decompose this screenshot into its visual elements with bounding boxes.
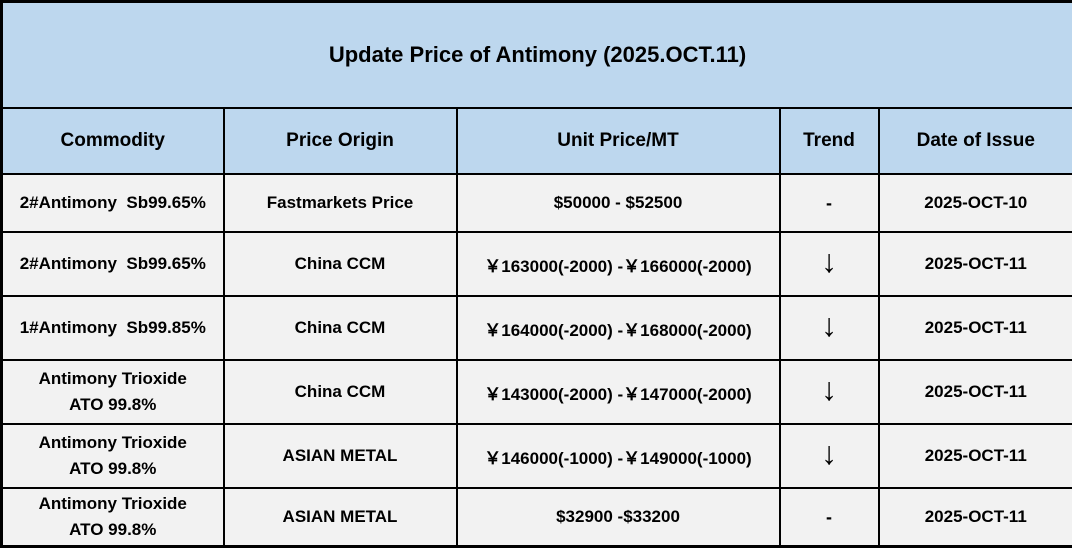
table-row: 2#Antimony Sb99.65% China CCM ￥163000(-2…	[2, 232, 1072, 296]
date-of-issue-cell: 2025-OCT-10	[879, 174, 1072, 232]
date-of-issue-cell: 2025-OCT-11	[879, 296, 1072, 360]
column-header-commodity: Commodity	[2, 108, 224, 174]
price-origin-cell: China CCM	[224, 360, 457, 424]
unit-price-cell: ￥164000(-2000) -￥168000(-2000)	[457, 296, 780, 360]
commodity-cell: 1#Antimony Sb99.85%	[2, 296, 224, 360]
unit-price-cell: ￥146000(-1000) -￥149000(-1000)	[457, 424, 780, 488]
unit-price-cell: ￥163000(-2000) -￥166000(-2000)	[457, 232, 780, 296]
price-origin-cell: China CCM	[224, 232, 457, 296]
price-origin-cell: Fastmarkets Price	[224, 174, 457, 232]
trend-dash: -	[780, 174, 879, 232]
table-header-row: Commodity Price Origin Unit Price/MT Tre…	[2, 108, 1072, 174]
column-header-unit-price: Unit Price/MT	[457, 108, 780, 174]
column-header-trend: Trend	[780, 108, 879, 174]
price-origin-cell: China CCM	[224, 296, 457, 360]
table-title-row: Update Price of Antimony (2025.OCT.11)	[2, 2, 1072, 109]
date-of-issue-cell: 2025-OCT-11	[879, 424, 1072, 488]
column-header-date-of-issue: Date of Issue	[879, 108, 1072, 174]
commodity-cell: Antimony Trioxide ATO 99.8%	[2, 424, 224, 488]
commodity-cell: Antimony Trioxide ATO 99.8%	[2, 360, 224, 424]
price-origin-cell: ASIAN METAL	[224, 424, 457, 488]
page-title: Update Price of Antimony (2025.OCT.11)	[2, 2, 1072, 109]
date-of-issue-cell: 2025-OCT-11	[879, 232, 1072, 296]
unit-price-cell: ￥143000(-2000) -￥147000(-2000)	[457, 360, 780, 424]
table-row: Antimony Trioxide ATO 99.8% China CCM ￥1…	[2, 360, 1072, 424]
trend-down-arrow-icon: ↓	[780, 424, 879, 488]
trend-down-arrow-icon: ↓	[780, 232, 879, 296]
trend-down-arrow-icon: ↓	[780, 360, 879, 424]
unit-price-cell: $50000 - $52500	[457, 174, 780, 232]
trend-down-arrow-icon: ↓	[780, 296, 879, 360]
commodity-cell: 2#Antimony Sb99.65%	[2, 232, 224, 296]
date-of-issue-cell: 2025-OCT-11	[879, 360, 1072, 424]
table-row: 2#Antimony Sb99.65% Fastmarkets Price $5…	[2, 174, 1072, 232]
commodity-cell: 2#Antimony Sb99.65%	[2, 174, 224, 232]
column-header-price-origin: Price Origin	[224, 108, 457, 174]
table-row: Antimony Trioxide ATO 99.8% ASIAN METAL …	[2, 424, 1072, 488]
table-row: 1#Antimony Sb99.85% China CCM ￥164000(-2…	[2, 296, 1072, 360]
